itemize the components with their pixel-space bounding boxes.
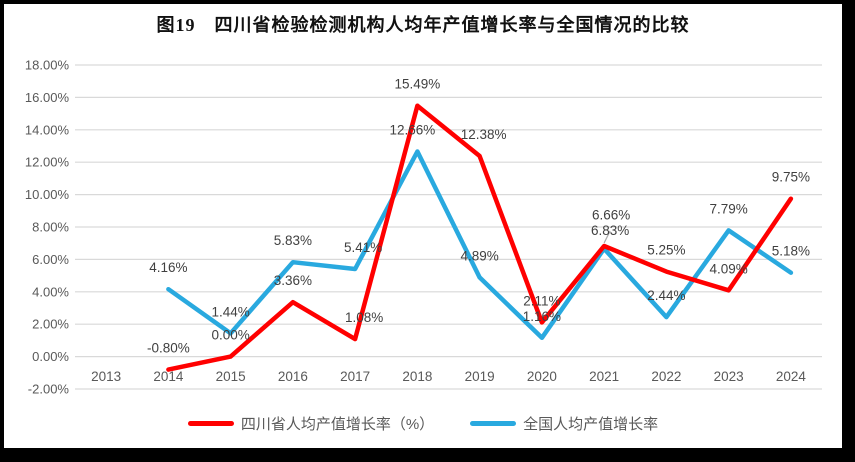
data-label: 12.66% (389, 123, 435, 138)
sichuan-line-swatch (187, 421, 234, 426)
svg-text:0.00%: 0.00% (32, 349, 69, 364)
svg-text:-2.00%: -2.00% (28, 382, 70, 397)
gridlines (75, 64, 822, 390)
data-label: 5.25% (647, 243, 685, 258)
data-label: 4.16% (149, 260, 187, 275)
svg-text:16.00%: 16.00% (25, 90, 70, 105)
svg-text:2021: 2021 (589, 369, 619, 384)
data-label: 6.83% (591, 223, 629, 238)
label-leader-line (603, 230, 611, 244)
legend-item-sichuan: 四川省人均产值增长率（%） (187, 413, 435, 434)
national-line (166, 149, 794, 341)
line-chart: 18.00% 16.00% 14.00% 12.00% 10.00% 8.00% 6.00%… (25, 58, 822, 397)
svg-text:2015: 2015 (216, 369, 246, 384)
data-label: 6.66% (592, 208, 630, 223)
legend-item-national: 全国人均产值增长率 (470, 413, 658, 434)
svg-text:2022: 2022 (651, 369, 681, 384)
svg-text:18.00%: 18.00% (25, 58, 70, 73)
svg-text:2.00%: 2.00% (32, 317, 69, 332)
data-label: 5.83% (274, 233, 312, 248)
data-label: 2.11% (523, 293, 560, 308)
svg-text:4.00%: 4.00% (32, 284, 69, 299)
svg-text:2014: 2014 (153, 369, 184, 384)
chart-title: 图19 四川省检验检测机构人均年产值增长率与全国情况的比较 (156, 15, 690, 35)
y-axis-tick-labels: 18.00% 16.00% 14.00% 12.00% 10.00% 8.00% 6.00%… (25, 58, 70, 397)
svg-text:2019: 2019 (465, 369, 495, 384)
data-label: -0.80% (147, 341, 190, 356)
national-line-swatch (470, 421, 517, 426)
svg-text:2020: 2020 (527, 369, 557, 384)
data-label: 3.36% (274, 273, 312, 288)
x-axis-tick-labels: 2013 2014 2015 2016 2017 2018 2019 2020 2021 2022… (91, 369, 806, 384)
data-label: 4.89% (460, 248, 498, 263)
data-label: 1.16% (523, 309, 561, 324)
data-label: 4.09% (709, 261, 747, 276)
legend-label-sichuan: 四川省人均产值增长率（%） (240, 416, 435, 433)
svg-text:2018: 2018 (402, 369, 432, 384)
svg-text:2023: 2023 (714, 369, 744, 384)
data-label: 12.38% (461, 127, 507, 142)
data-label: 15.49% (394, 77, 440, 92)
data-label: 9.75% (772, 170, 810, 185)
data-label: 7.79% (709, 201, 747, 216)
svg-text:2013: 2013 (91, 369, 121, 384)
data-label: 2.44% (647, 288, 685, 303)
data-label: 1.08% (345, 310, 383, 325)
sichuan-line (166, 103, 794, 372)
data-label: 1.44% (211, 304, 249, 319)
svg-text:12.00%: 12.00% (25, 155, 70, 170)
svg-text:14.00%: 14.00% (25, 122, 70, 137)
legend: 四川省人均产值增长率（%） 全国人均产值增长率 (4, 413, 842, 434)
svg-text:2016: 2016 (278, 369, 308, 384)
data-label: 5.18% (772, 244, 810, 259)
data-label: 0.00% (211, 328, 249, 343)
svg-text:10.00%: 10.00% (25, 187, 70, 202)
data-label: 5.41% (344, 240, 382, 255)
svg-text:2017: 2017 (340, 369, 370, 384)
svg-text:8.00%: 8.00% (32, 220, 69, 235)
legend-label-national: 全国人均产值增长率 (523, 416, 659, 433)
data-labels: -0.80% 0.00% 3.36% 1.08% 15.49% 12.38% 2.11% 6.… (147, 77, 810, 356)
svg-text:6.00%: 6.00% (32, 252, 69, 267)
svg-text:2024: 2024 (776, 369, 807, 384)
